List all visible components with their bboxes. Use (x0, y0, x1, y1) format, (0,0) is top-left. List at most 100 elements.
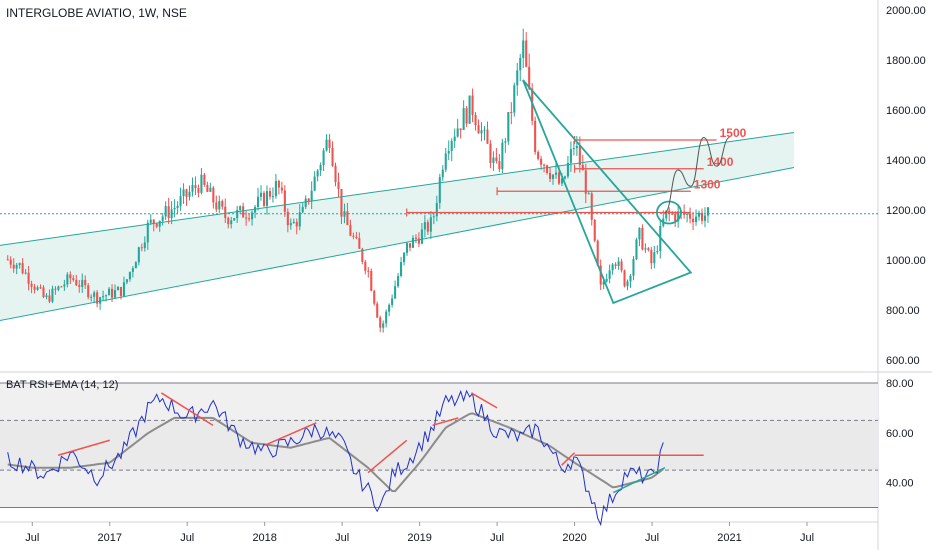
candle-body (614, 264, 617, 267)
candle-body (528, 66, 531, 89)
candle-body (54, 288, 57, 290)
candle-body (426, 222, 429, 232)
candle-body (617, 261, 620, 267)
candle-body (292, 221, 295, 224)
candle-body (152, 219, 155, 224)
candle-body (474, 114, 477, 126)
candle-body (227, 218, 230, 225)
candle-body (87, 285, 90, 298)
candle-body (361, 248, 364, 262)
candle-body (146, 222, 149, 243)
candle-body (119, 287, 123, 296)
candle-body (355, 236, 358, 239)
breakout-circle (656, 200, 682, 225)
candle-body (620, 261, 623, 271)
candle-body (516, 70, 519, 86)
candle-body (593, 219, 596, 241)
candle-body (352, 235, 355, 237)
candle-body (596, 240, 599, 266)
candle-body (543, 164, 546, 166)
candle-body (283, 190, 286, 212)
time-tick-label: Jul (645, 532, 659, 544)
candle-body (69, 274, 72, 279)
candle-body (534, 120, 537, 153)
candle-body (286, 211, 289, 226)
candle-body (435, 203, 438, 217)
candle-body (203, 174, 206, 185)
candle-body (644, 248, 647, 250)
candle-body (125, 279, 128, 283)
candle-body (36, 287, 39, 290)
candle-body (391, 298, 394, 305)
price-tick-label: 1800.00 (886, 55, 926, 67)
candle-body (358, 238, 361, 249)
candle-body (608, 270, 611, 279)
candle-body (486, 129, 489, 144)
candle-body (42, 287, 45, 298)
candle-body (254, 206, 257, 213)
candle-body (265, 191, 269, 206)
candle-body (674, 213, 677, 222)
candle-body (587, 193, 590, 195)
candle-body (566, 162, 569, 177)
candle-body (18, 263, 21, 266)
candle-body (397, 275, 400, 287)
candle-body (63, 284, 66, 287)
candle-body (215, 202, 218, 210)
candle-body (703, 215, 707, 221)
time-tick-label: 2018 (252, 532, 276, 544)
time-tick-label: 2021 (717, 532, 741, 544)
candle-body (105, 295, 108, 297)
candle-body (480, 130, 483, 134)
channel-lower-line (0, 167, 795, 322)
projection-path (664, 136, 730, 213)
candle-body (370, 270, 373, 291)
candle-body (423, 222, 426, 230)
candle-body (149, 219, 152, 223)
divergence-line (57, 439, 110, 456)
divergence-line (470, 392, 498, 409)
candle-body (134, 262, 137, 269)
price-tick-label: 800.00 (886, 305, 920, 317)
candle-body (143, 242, 146, 249)
candle-body (334, 165, 337, 183)
candle-body (411, 237, 415, 248)
divergence-line (432, 417, 459, 427)
candle-body (432, 216, 435, 218)
candle-body (420, 229, 423, 244)
candle-body (551, 174, 555, 179)
candle-body (33, 286, 36, 290)
triangle-pattern (522, 79, 693, 305)
candle-body (507, 112, 510, 142)
candle-body (331, 148, 334, 166)
candle-body (96, 292, 99, 304)
candle-body (346, 211, 349, 226)
candle-body (140, 247, 143, 249)
candle-body (459, 128, 462, 131)
candle-body (66, 274, 69, 285)
candle-body (647, 248, 650, 251)
level-label: 1500 (720, 126, 747, 140)
candle-body (429, 217, 432, 232)
time-tick-label: 2017 (98, 532, 122, 544)
time-tick-label: Jul (800, 532, 814, 544)
time-tick-label: 2019 (407, 532, 431, 544)
candle-body (367, 270, 370, 272)
candle-body (656, 251, 659, 253)
candle-body (447, 150, 450, 154)
candle-body (84, 279, 87, 286)
candle-body (557, 172, 561, 184)
candle-body (167, 206, 170, 219)
candle-body (182, 189, 185, 197)
candle-body (581, 165, 584, 171)
candle-body (492, 157, 495, 163)
candle-body (373, 290, 376, 304)
candle-body (400, 262, 403, 276)
indicator-title: BAT RSI+EMA (14, 12) (6, 379, 119, 391)
candle-body (641, 227, 644, 250)
candle-body (522, 40, 525, 58)
candle-body (298, 212, 301, 227)
candle-body (394, 286, 397, 299)
candle-body (206, 184, 209, 192)
